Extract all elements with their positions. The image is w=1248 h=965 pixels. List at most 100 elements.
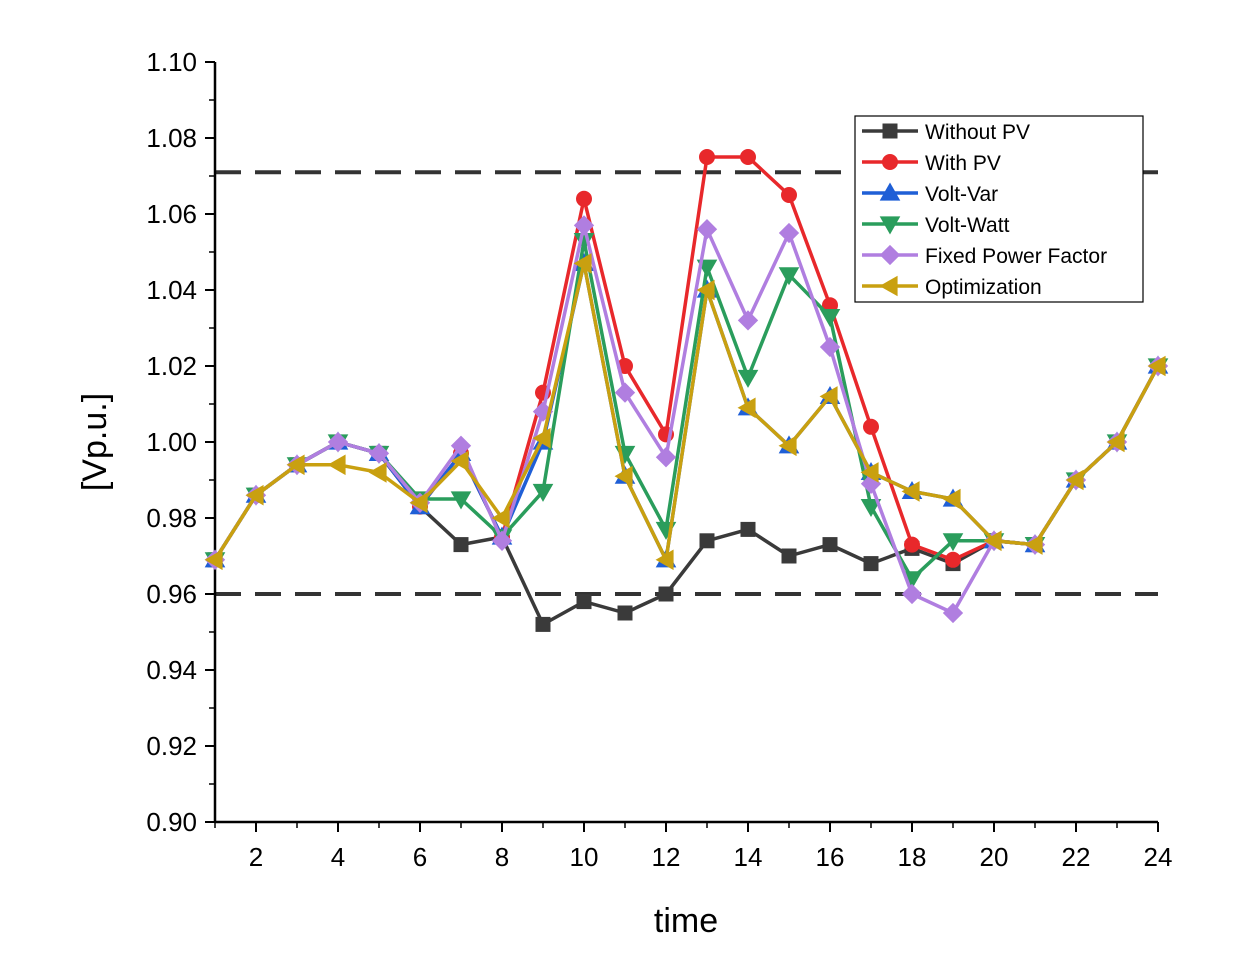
y-tick-label: 1.10 bbox=[146, 47, 197, 77]
data-point-optimization bbox=[1065, 469, 1084, 491]
data-point-with-pv bbox=[945, 551, 961, 568]
data-point-optimization bbox=[737, 397, 756, 419]
y-tick-label: 1.04 bbox=[146, 275, 197, 305]
data-point-optimization bbox=[1147, 355, 1166, 377]
data-point-optimization bbox=[573, 253, 592, 274]
y-tick-label: 1.02 bbox=[146, 351, 197, 381]
x-tick-label: 24 bbox=[1144, 842, 1173, 872]
x-tick-label: 20 bbox=[980, 842, 1009, 872]
legend-item-volt-watt: Volt-Watt bbox=[862, 214, 1010, 237]
legend-swatch-marker bbox=[879, 182, 901, 201]
x-ticks: 2 4 6 8 10 12 14 16 18 20 22 24 bbox=[214, 822, 1173, 872]
legend-box bbox=[854, 115, 1144, 303]
x-tick-label: 18 bbox=[898, 842, 927, 872]
data-point-volt-watt bbox=[942, 533, 964, 552]
data-point-optimization bbox=[245, 484, 264, 506]
legend-swatch-marker bbox=[879, 216, 901, 235]
data-point-with-pv bbox=[863, 418, 879, 435]
x-tick-label: 8 bbox=[495, 842, 509, 872]
x-axis-title: time bbox=[654, 902, 718, 940]
data-point-optimization bbox=[491, 507, 510, 529]
y-tick-label: 0.98 bbox=[146, 503, 197, 533]
data-point-optimization bbox=[204, 549, 223, 571]
legend-item-optimization: Optimization bbox=[862, 275, 1042, 299]
data-point-fixed-power-factor bbox=[327, 431, 349, 453]
legend-swatch-marker bbox=[879, 275, 898, 297]
data-point-optimization bbox=[819, 386, 838, 407]
legend-label: Volt-Var bbox=[925, 183, 998, 206]
data-point-with-pv bbox=[699, 149, 715, 165]
x-tick-label: 14 bbox=[734, 842, 763, 872]
data-point-optimization bbox=[614, 465, 633, 487]
legend: Without PV With PV Volt-Var Volt-Watt Fixed … bbox=[854, 115, 1144, 303]
data-point-volt-watt bbox=[860, 499, 882, 518]
legend-item-volt-var: Volt-Var bbox=[862, 182, 998, 206]
data-point-fixed-power-factor bbox=[614, 382, 636, 403]
y-tick-label: 0.96 bbox=[146, 579, 197, 609]
legend-label: Volt-Watt bbox=[925, 214, 1010, 237]
y-tick-label: 1.08 bbox=[146, 123, 197, 153]
data-point-fixed-power-factor bbox=[737, 310, 759, 331]
data-point-optimization bbox=[450, 450, 469, 472]
data-point-optimization bbox=[368, 462, 387, 483]
data-point-fixed-power-factor bbox=[655, 447, 677, 468]
data-point-with-pv bbox=[576, 190, 592, 207]
x-tick-label: 12 bbox=[652, 842, 681, 872]
data-point-optimization bbox=[1106, 431, 1125, 453]
x-tick-label: 22 bbox=[1062, 842, 1091, 872]
legend-label: Optimization bbox=[925, 276, 1042, 299]
legend-label: Without PV bbox=[925, 121, 1030, 144]
data-point-optimization bbox=[942, 488, 961, 510]
data-point-optimization bbox=[1024, 534, 1043, 555]
data-point-optimization bbox=[532, 427, 551, 449]
legend-swatch-marker bbox=[882, 154, 898, 170]
legend-label: Fixed Power Factor bbox=[925, 245, 1107, 268]
series-line-optimization bbox=[213, 261, 1160, 562]
legend-label: With PV bbox=[925, 152, 1001, 175]
data-point-optimization bbox=[983, 530, 1002, 552]
x-tick-label: 6 bbox=[413, 842, 427, 872]
legend-item-without-pv: Without PV bbox=[862, 121, 1030, 144]
y-axis-title: [Vp.u.] bbox=[76, 393, 114, 491]
data-point-fixed-power-factor bbox=[901, 583, 923, 605]
data-point-volt-watt bbox=[450, 491, 472, 510]
data-point-without-pv bbox=[863, 556, 879, 572]
data-point-volt-watt bbox=[819, 309, 841, 328]
y-tick-label: 1.00 bbox=[146, 427, 197, 457]
y-tick-label: 0.90 bbox=[146, 807, 197, 837]
data-point-volt-watt bbox=[778, 267, 800, 286]
x-tick-label: 4 bbox=[331, 842, 345, 872]
data-point-optimization bbox=[655, 549, 674, 571]
data-point-fixed-power-factor bbox=[819, 336, 841, 358]
data-point-without-pv bbox=[781, 548, 797, 564]
data-point-with-pv bbox=[904, 536, 920, 553]
data-point-optimization bbox=[286, 454, 305, 476]
data-point-fixed-power-factor bbox=[696, 219, 718, 240]
legend-item-fixed-power-factor: Fixed Power Factor bbox=[862, 244, 1107, 268]
data-point-without-pv bbox=[658, 586, 674, 602]
legend-swatch-marker bbox=[879, 244, 901, 266]
y-ticks: 0.90 0.92 0.94 0.96 0.98 1.00 1.02 1.04 1.06 1.08… bbox=[146, 47, 215, 837]
data-point-without-pv bbox=[699, 533, 715, 549]
data-point-volt-watt bbox=[737, 369, 759, 388]
y-tick-label: 1.06 bbox=[146, 199, 197, 229]
data-point-fixed-power-factor bbox=[368, 443, 390, 464]
data-point-without-pv bbox=[453, 537, 469, 553]
series-layer bbox=[204, 149, 1169, 632]
y-tick-label: 0.92 bbox=[146, 731, 197, 761]
legend-item-with-pv: With PV bbox=[862, 152, 1001, 175]
legend-swatch-marker bbox=[882, 123, 898, 139]
x-tick-label: 16 bbox=[816, 842, 845, 872]
data-point-with-pv bbox=[781, 187, 797, 203]
y-tick-label: 0.94 bbox=[146, 655, 197, 685]
data-point-volt-watt bbox=[532, 483, 554, 502]
data-point-optimization bbox=[327, 454, 346, 476]
data-point-without-pv bbox=[740, 521, 756, 537]
series-line-volt-var bbox=[213, 261, 1160, 562]
x-tick-label: 2 bbox=[249, 842, 263, 872]
data-point-optimization bbox=[901, 481, 920, 502]
series-optimization bbox=[204, 253, 1166, 571]
data-point-optimization bbox=[860, 462, 879, 483]
data-point-optimization bbox=[696, 279, 715, 301]
